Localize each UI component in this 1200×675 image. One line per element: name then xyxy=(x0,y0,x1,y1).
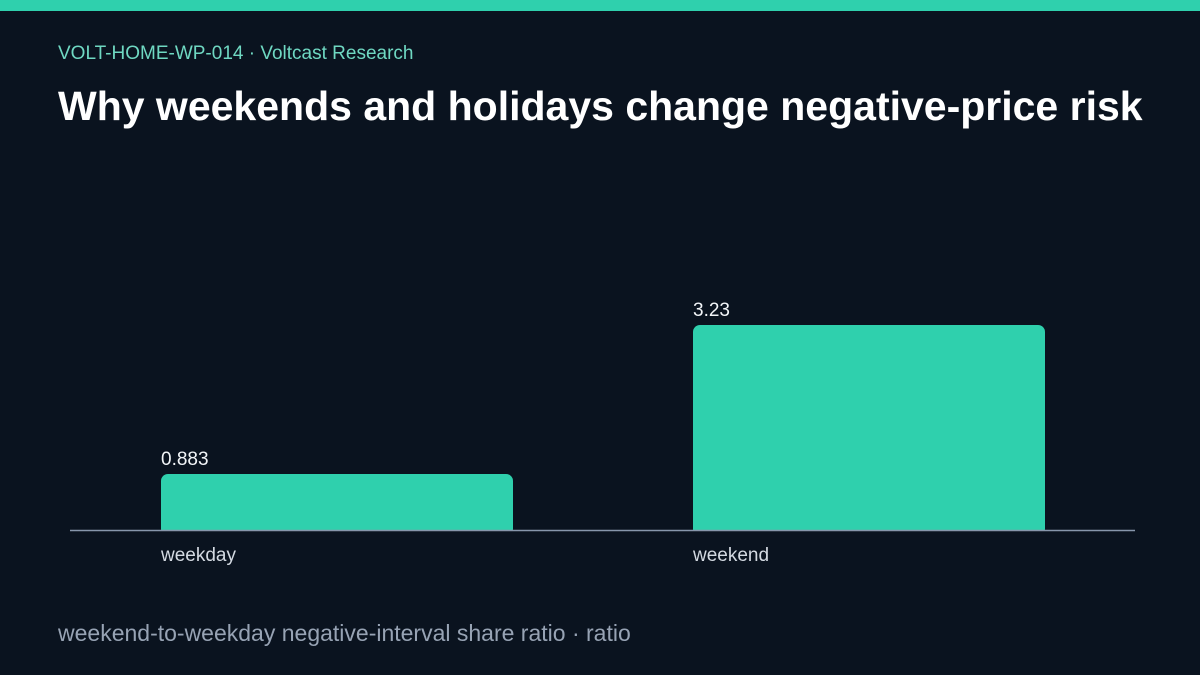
baseline-mask xyxy=(0,531,1200,541)
top-accent-bar xyxy=(0,0,1200,11)
value-label-weekday: 0.883 xyxy=(161,449,209,470)
chart-caption: weekend-to-weekday negative-interval sha… xyxy=(58,620,631,646)
bar-weekday xyxy=(161,473,513,536)
category-label-weekend: weekend xyxy=(692,545,769,566)
bar-weekend xyxy=(693,325,1045,536)
chart-title: Why weekends and holidays change negativ… xyxy=(58,83,1143,129)
category-label-weekday: weekday xyxy=(160,545,236,566)
value-label-weekend: 3.23 xyxy=(693,300,730,321)
report-eyebrow: VOLT-HOME-WP-014 · Voltcast Research xyxy=(58,43,414,64)
